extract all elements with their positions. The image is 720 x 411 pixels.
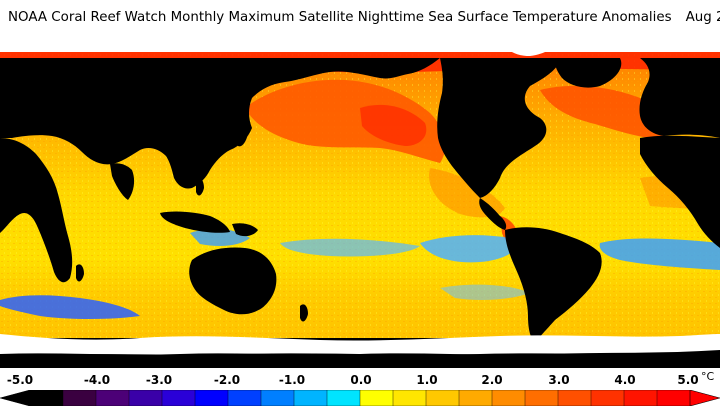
land-new-zealand <box>300 304 308 322</box>
land-new-guinea <box>232 223 258 237</box>
colorbar-legend: -5.0 -4.0 -3.0 -2.0 -1.0 0.0 1.0 2.0 3.0… <box>0 370 720 411</box>
colorbar-swatch <box>62 390 97 406</box>
antarctic-ice <box>0 334 720 355</box>
sea-ice <box>0 38 720 355</box>
colorbar-swatch <box>557 390 592 406</box>
sst-anomaly-map <box>0 38 720 368</box>
arctic-ice-top <box>0 38 720 52</box>
map-svg <box>0 38 720 368</box>
tick-label: -4.0 <box>83 373 111 387</box>
colorbar-swatch <box>491 390 526 406</box>
tick-label: 1.0 <box>416 373 438 387</box>
arctic-ice-canada <box>500 38 560 56</box>
tick-label: 4.0 <box>614 373 636 387</box>
land-india <box>110 163 135 200</box>
page-title: NOAA Coral Reef Watch Monthly Maximum Sa… <box>8 9 720 26</box>
land-philippines <box>196 177 204 196</box>
colorbar-swatch <box>425 390 460 406</box>
equatorial-cool-band <box>420 235 520 263</box>
colorbar-swatch <box>95 390 130 406</box>
land-australia <box>189 247 277 315</box>
land-indonesia <box>160 211 230 233</box>
colorbar-swatch <box>326 390 361 406</box>
colorbar-swatch <box>656 390 691 406</box>
title-text: NOAA Coral Reef Watch Monthly Maximum Sa… <box>8 10 672 25</box>
land-europe-west <box>639 58 720 138</box>
land-greenland <box>554 58 622 88</box>
land-eurasia <box>0 58 440 189</box>
colorbar-arrow-low <box>0 390 31 406</box>
north-pacific-very-hot <box>360 104 427 146</box>
tick-label: 3.0 <box>548 373 570 387</box>
colorbar-swatch <box>590 390 625 406</box>
colorbar-swatch <box>524 390 559 406</box>
arctic-ice-east <box>0 38 80 52</box>
land-madagascar <box>76 264 84 282</box>
colorbar-swatch <box>128 390 163 406</box>
colorbar-swatch <box>293 390 328 406</box>
colorbar-swatch <box>392 390 427 406</box>
south-pacific-cool-patch <box>440 284 530 301</box>
land-africa <box>0 138 73 283</box>
colorbar-swatch <box>260 390 295 406</box>
land-africa-east <box>640 135 720 248</box>
south-indian-cool-band <box>0 295 140 319</box>
tick-label: -5.0 <box>6 373 34 387</box>
colorbar-swatch <box>161 390 196 406</box>
land-north-america <box>437 58 560 198</box>
land-antarctica-core <box>0 353 720 368</box>
land-uk <box>680 98 688 114</box>
colorbar-swatch <box>359 390 394 406</box>
colorbar-arrow-high <box>689 390 720 406</box>
tick-label: 0.0 <box>350 373 372 387</box>
date-label: Aug 2014 <box>685 10 720 25</box>
land-south-america <box>505 227 602 343</box>
tick-label: -3.0 <box>145 373 173 387</box>
colorbar-swatch <box>194 390 229 406</box>
tick-label: 2.0 <box>481 373 503 387</box>
tick-label: -2.0 <box>213 373 241 387</box>
colorbar-swatch <box>29 390 64 406</box>
colorbar-swatch <box>227 390 262 406</box>
colorbar-strip <box>0 390 720 406</box>
tick-label: 5.0 <box>677 373 699 387</box>
colorbar-swatch <box>458 390 493 406</box>
north-atlantic-hot-region <box>540 85 665 140</box>
south-atlantic-cool-band <box>599 238 720 270</box>
central-pacific-cool-band <box>280 238 420 257</box>
land-japan <box>234 127 248 147</box>
coral-sea-cool-spots <box>190 228 250 246</box>
land-central-america <box>479 198 507 230</box>
colorbar-swatch <box>623 390 658 406</box>
tick-label: -1.0 <box>278 373 306 387</box>
unit-label: °C <box>701 370 715 383</box>
colorbar-swatches <box>0 390 720 406</box>
